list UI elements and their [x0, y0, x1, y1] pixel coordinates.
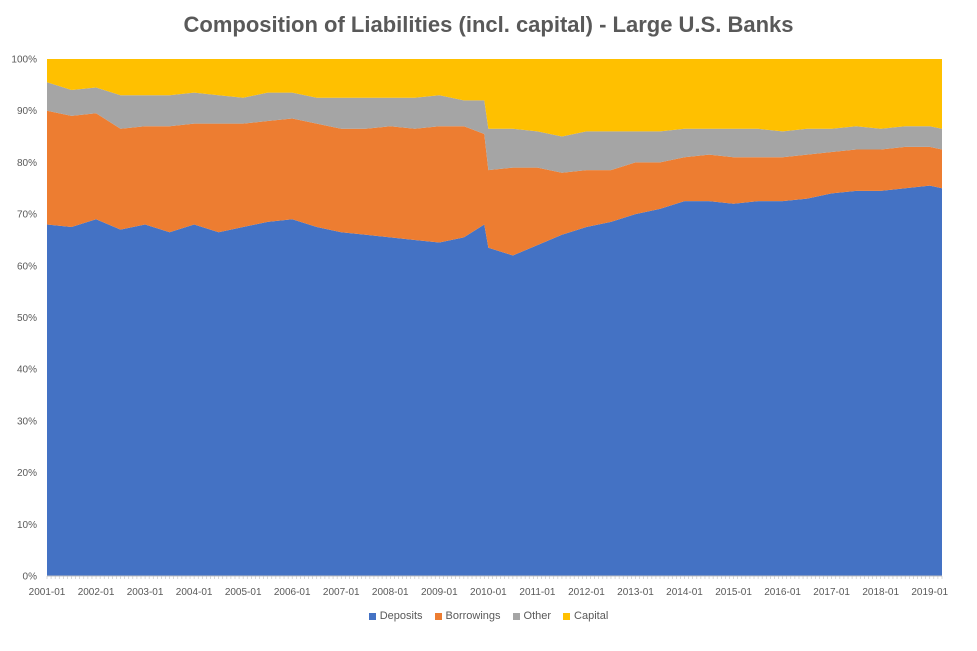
- x-tick-label: 2009-01: [421, 587, 458, 598]
- x-tick-label: 2010-01: [470, 587, 507, 598]
- area-series-group: [47, 59, 942, 577]
- x-tick-label: 2006-01: [274, 587, 311, 598]
- chart-title: Composition of Liabilities (incl. capita…: [183, 12, 794, 37]
- x-tick-label: 2011-01: [519, 587, 555, 598]
- y-tick-label: 30%: [17, 416, 37, 427]
- x-tick-label: 2001-01: [29, 587, 66, 598]
- x-tick-label: 2013-01: [617, 587, 654, 598]
- legend-label: Deposits: [379, 610, 423, 622]
- legend-swatch: [512, 612, 520, 620]
- y-tick-labels: 0% 10% 20% 30% 40% 50% 60% 70% 80% 90% 100%: [11, 55, 37, 583]
- x-tick-labels: 2001-01 2002-01 2003-01 2004-01 2005-01 2006-…: [29, 587, 949, 598]
- y-tick-label: 40%: [17, 365, 37, 376]
- legend: Deposits Borrowings Other Capital: [0, 610, 977, 623]
- area-deposits: [47, 185, 942, 577]
- legend-label: Borrowings: [445, 610, 501, 622]
- legend-item-borrowings: Borrowings: [434, 610, 501, 622]
- x-tick-label: 2004-01: [176, 587, 213, 598]
- x-tick-label: 2014-01: [666, 587, 703, 598]
- y-tick-label: 10%: [17, 520, 37, 531]
- y-tick-label: 90%: [17, 106, 37, 117]
- y-tick-label: 60%: [17, 261, 37, 272]
- area-other: [47, 82, 942, 173]
- axes-group: [46, 575, 943, 579]
- area-capital: [47, 59, 942, 137]
- y-tick-label: 0%: [23, 572, 38, 583]
- legend-item-other: Other: [512, 610, 552, 622]
- legend-item-capital: Capital: [563, 610, 608, 622]
- x-tick-label: 2019-01: [911, 587, 948, 598]
- x-tick-label: 2016-01: [764, 587, 801, 598]
- x-tick-label: 2017-01: [813, 587, 850, 598]
- x-tick-label: 2012-01: [568, 587, 605, 598]
- x-tick-label: 2002-01: [78, 587, 115, 598]
- y-tick-label: 20%: [17, 468, 37, 479]
- legend-swatch: [563, 612, 571, 620]
- y-tick-label: 50%: [17, 313, 37, 324]
- x-tick-label: 2015-01: [715, 587, 752, 598]
- legend-swatch: [434, 612, 442, 620]
- x-tick-label: 2008-01: [372, 587, 409, 598]
- x-tick-label: 2003-01: [127, 587, 164, 598]
- legend-item-deposits: Deposits: [368, 610, 423, 622]
- y-tick-label: 80%: [17, 158, 37, 169]
- y-tick-label: 100%: [11, 55, 37, 66]
- legend-label: Other: [523, 610, 552, 622]
- legend-swatch: [368, 612, 376, 620]
- x-tick-label: 2007-01: [323, 587, 360, 598]
- area-borrowings: [47, 110, 942, 256]
- legend-label: Capital: [574, 610, 609, 622]
- x-tick-label: 2018-01: [862, 587, 899, 598]
- y-tick-label: 70%: [17, 210, 37, 221]
- x-tick-label: 2005-01: [225, 587, 262, 598]
